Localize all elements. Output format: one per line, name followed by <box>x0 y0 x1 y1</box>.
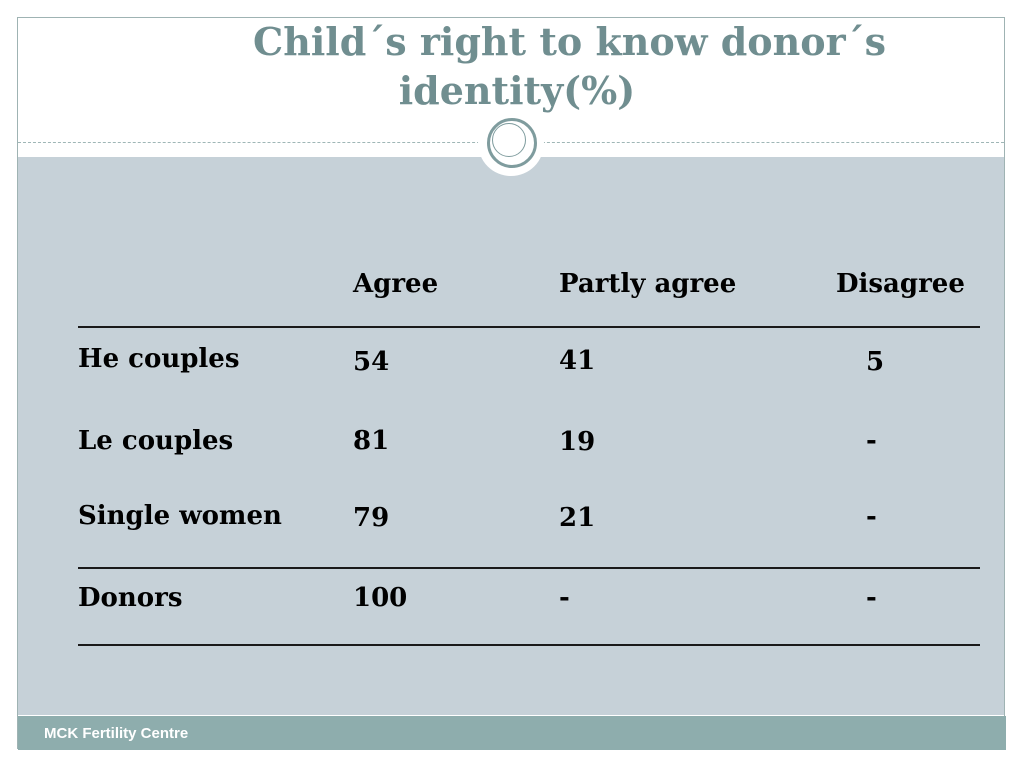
ornament-ring-inner <box>492 123 526 157</box>
header-agree: Agree <box>353 269 439 299</box>
slide-title-line-2: identity(%) <box>17 67 1007 115</box>
row-label-he-couples: He couples <box>78 344 240 374</box>
row-he-couples-partly-agree: 41 <box>559 346 596 376</box>
row-label-le-couples: Le couples <box>78 426 234 456</box>
row-label-donors: Donors <box>78 583 183 613</box>
row-single-women-agree: 79 <box>353 503 390 533</box>
row-donors-disagree: - <box>866 583 877 613</box>
table-rule-top <box>78 326 980 328</box>
ornament-ring-icon <box>487 118 537 168</box>
content-panel <box>18 157 1004 715</box>
row-donors-partly-agree: - <box>559 583 570 613</box>
row-he-couples-disagree: 5 <box>866 347 885 377</box>
row-single-women-partly-agree: 21 <box>559 503 596 533</box>
slide-title-line-1: Child´s right to know donor´s <box>252 19 887 64</box>
slide-title: Child´s right to know donor´s identity(%… <box>17 18 1007 128</box>
table-rule-middle <box>78 567 980 569</box>
footer-text: MCK Fertility Centre <box>44 725 189 742</box>
footer-bar <box>18 716 1006 750</box>
row-le-couples-disagree: - <box>866 426 877 456</box>
row-donors-agree: 100 <box>353 583 408 613</box>
header-disagree: Disagree <box>836 269 965 299</box>
row-label-single-women: Single women <box>78 501 282 531</box>
header-partly-agree: Partly agree <box>559 269 737 299</box>
row-single-women-disagree: - <box>866 502 877 532</box>
slide-title-line-2-text: identity(%) <box>398 68 636 113</box>
row-le-couples-agree: 81 <box>353 426 390 456</box>
row-le-couples-partly-agree: 19 <box>559 427 596 457</box>
row-he-couples-agree: 54 <box>353 347 390 377</box>
table-rule-bottom <box>78 644 980 646</box>
